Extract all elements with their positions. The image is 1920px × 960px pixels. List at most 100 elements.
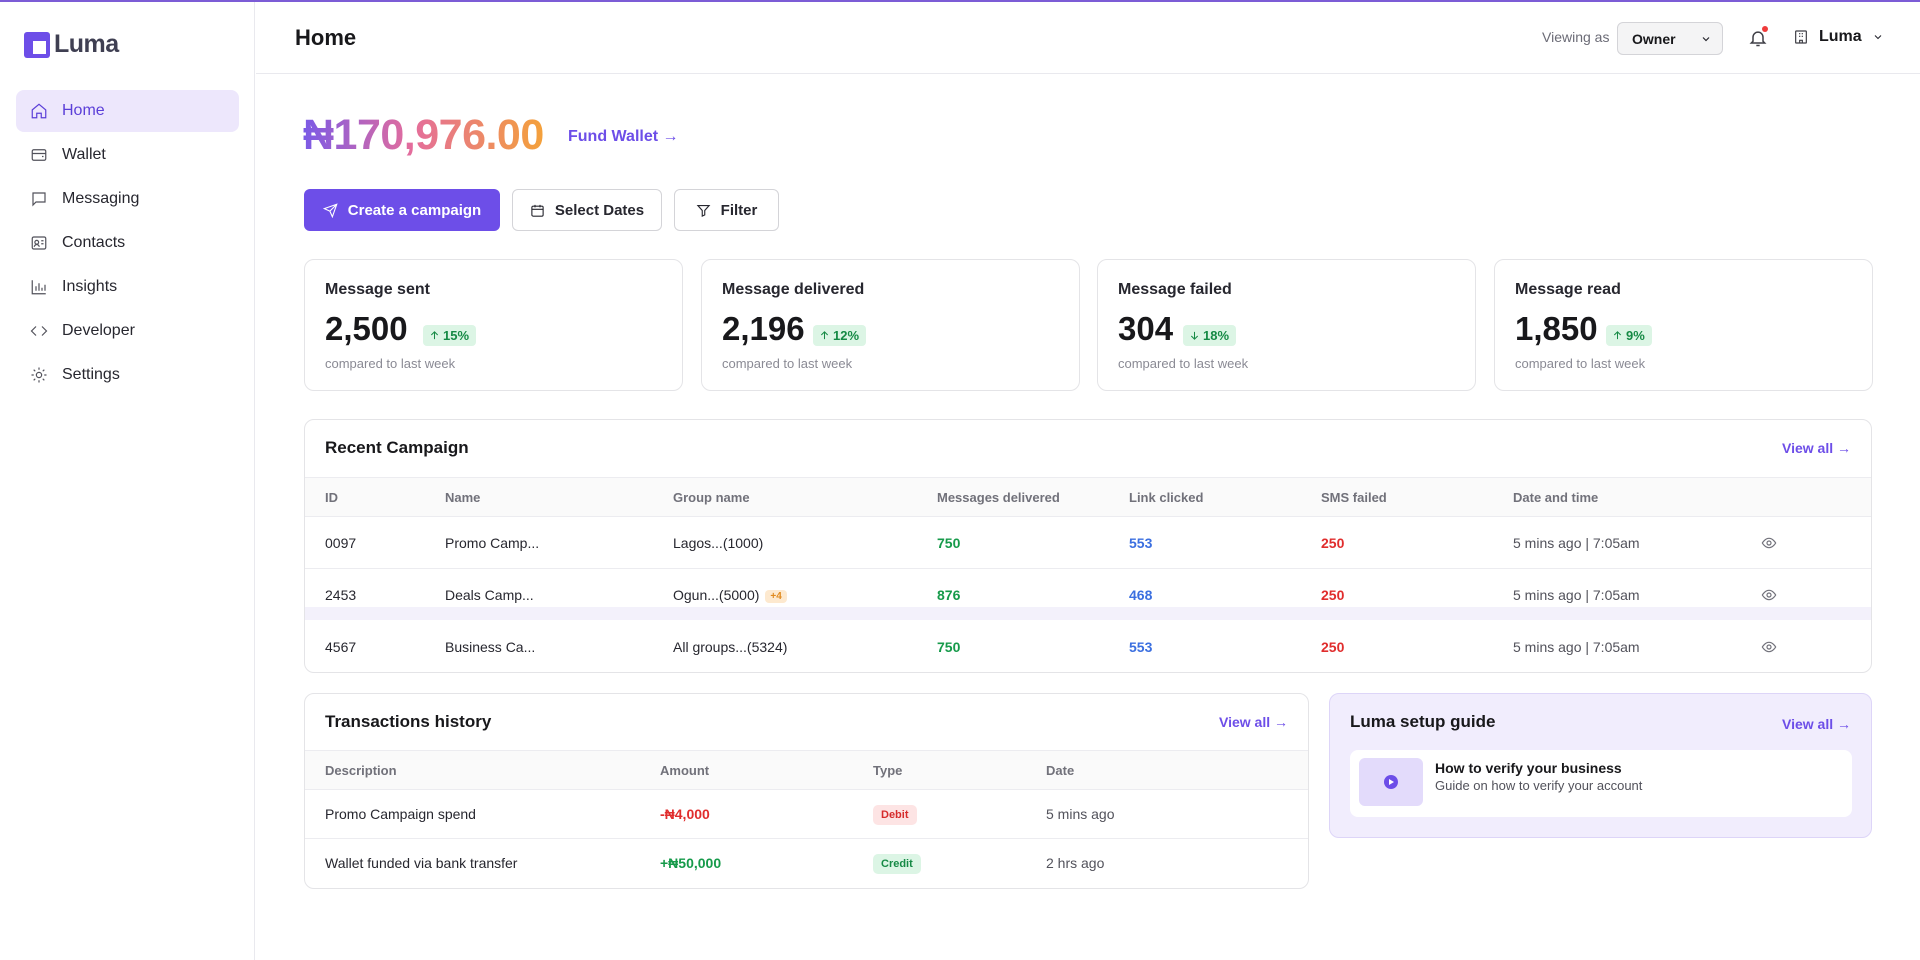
stat-value: 2,196 <box>722 310 805 347</box>
sidebar-item-messaging[interactable]: Messaging <box>16 178 239 220</box>
cell-name: Promo Camp... <box>445 535 540 551</box>
cell-delivered: 876 <box>937 587 961 603</box>
org-switcher[interactable]: Luma <box>1793 28 1884 46</box>
cell-delivered: 750 <box>937 639 961 655</box>
cell-delivered: 750 <box>937 535 961 551</box>
sidebar-item-label: Contacts <box>62 234 126 251</box>
stat-subtitle: compared to last week <box>722 356 853 371</box>
wallet-icon <box>31 149 47 161</box>
view-all-guides-link[interactable]: View all → <box>1782 716 1851 732</box>
guide-item[interactable]: How to verify your business Guide on how… <box>1350 750 1852 817</box>
logo[interactable]: Luma <box>24 30 119 59</box>
eye-icon[interactable] <box>1761 587 1777 603</box>
column-header: Date and time <box>1513 490 1599 505</box>
sidebar-item-wallet[interactable]: Wallet <box>16 134 239 176</box>
bell-icon[interactable] <box>1748 28 1768 48</box>
cell-id: 0097 <box>325 535 357 551</box>
cell-date: 5 mins ago | 7:05am <box>1513 639 1640 655</box>
stat-value: 1,850 <box>1515 310 1598 347</box>
contacts-icon <box>31 236 47 250</box>
table-row[interactable]: Wallet funded via bank transfer +₦50,000… <box>305 839 1308 888</box>
stat-value: 304 <box>1118 310 1174 347</box>
sidebar-nav: Home Wallet Messaging Contacts Insights … <box>16 90 239 398</box>
stat-card-delivered: Message delivered 2,196 12% compared to … <box>701 259 1080 391</box>
org-name: Luma <box>1819 28 1862 45</box>
view-all-campaigns-link[interactable]: View all → <box>1782 440 1851 456</box>
cell-date: 5 mins ago | 7:05am <box>1513 535 1640 551</box>
sidebar-item-label: Settings <box>62 366 120 383</box>
sidebar-item-label: Messaging <box>62 190 140 207</box>
select-dates-button[interactable]: Select Dates <box>512 189 662 231</box>
arrow-up-icon <box>430 331 439 340</box>
column-header: Name <box>445 490 481 505</box>
top-accent-line <box>0 0 1920 2</box>
view-all-transactions-link[interactable]: View all → <box>1219 714 1288 730</box>
stat-card-read: Message read 1,850 9% compared to last w… <box>1494 259 1873 391</box>
stat-title: Message delivered <box>722 281 865 298</box>
stat-subtitle: compared to last week <box>325 356 456 371</box>
sidebar-item-developer[interactable]: Developer <box>16 310 239 352</box>
filter-label: Filter <box>720 201 758 219</box>
sidebar-item-settings[interactable]: Settings <box>16 354 239 396</box>
guide-item-title: How to verify your business <box>1435 760 1622 776</box>
table-row[interactable]: 2453 Deals Camp... Ogun...(5000) +4 876 4… <box>305 569 1871 621</box>
stat-card-failed: Message failed 304 18% compared to last … <box>1097 259 1476 391</box>
sidebar-item-home[interactable]: Home <box>16 90 239 132</box>
column-header: Link clicked <box>1129 490 1204 505</box>
sidebar-item-contacts[interactable]: Contacts <box>16 222 239 264</box>
cell-description: Promo Campaign spend <box>325 806 476 822</box>
row-separator <box>305 607 1871 620</box>
cell-amount: +₦50,000 <box>660 855 722 871</box>
cell-date: 5 mins ago | 7:05am <box>1513 587 1640 603</box>
role-select[interactable]: Owner <box>1617 22 1723 55</box>
page-title: Home <box>295 25 357 50</box>
stat-change-value: 15% <box>443 328 470 343</box>
send-icon <box>322 202 338 218</box>
arrow-down-icon <box>1190 331 1199 340</box>
table-row[interactable]: 0097 Promo Camp... Lagos...(1000) 750 55… <box>305 517 1871 569</box>
stat-title: Message sent <box>325 281 430 298</box>
arrow-up-icon <box>1613 331 1622 340</box>
table-row[interactable]: 4567 Business Ca... All groups...(5324) … <box>305 621 1871 672</box>
stat-change-value: 12% <box>833 328 860 343</box>
select-dates-label: Select Dates <box>554 201 645 219</box>
top-header: Home Viewing as Owner Luma <box>256 2 1920 74</box>
cell-group: All groups...(5324) <box>673 639 788 655</box>
fund-wallet-link[interactable]: Fund Wallet → <box>568 128 679 145</box>
filter-button[interactable]: Filter <box>674 189 779 231</box>
stat-card-sent: Message sent 2,500 15% compared to last … <box>304 259 683 391</box>
create-campaign-button[interactable]: Create a campaign <box>304 189 500 231</box>
extra-groups-badge[interactable]: +4 <box>765 589 787 603</box>
cell-clicked: 468 <box>1129 587 1153 603</box>
chevron-down-icon <box>1702 37 1710 42</box>
type-badge: Debit <box>873 805 917 825</box>
sidebar-item-label: Developer <box>62 322 135 339</box>
sidebar-item-insights[interactable]: Insights <box>16 266 239 308</box>
code-icon <box>30 326 48 336</box>
cell-group: Lagos...(1000) <box>673 535 764 551</box>
cell-date: 2 hrs ago <box>1046 855 1105 871</box>
viewing-as-label: Viewing as <box>1542 29 1610 45</box>
cell-clicked: 553 <box>1129 639 1153 655</box>
cell-group-text: Ogun...(5000) <box>673 587 760 603</box>
cell-id: 4567 <box>325 639 357 655</box>
sidebar: Luma Home Wallet Messaging Contacts Insi… <box>0 2 255 960</box>
stat-change-badge: 9% <box>1606 325 1652 346</box>
panel-title: Recent Campaign <box>325 438 469 457</box>
cell-failed: 250 <box>1321 535 1345 551</box>
filter-icon <box>696 204 711 217</box>
sidebar-item-label: Wallet <box>62 146 106 163</box>
eye-icon[interactable] <box>1761 639 1777 655</box>
stat-subtitle: compared to last week <box>1118 356 1249 371</box>
building-icon <box>1795 30 1807 44</box>
column-header: Description <box>325 763 397 778</box>
table-row[interactable]: Promo Campaign spend -₦4,000 Debit 5 min… <box>305 790 1308 839</box>
stat-change-badge: 18% <box>1183 325 1237 346</box>
column-header: Amount <box>660 763 710 778</box>
column-header: ID <box>325 490 338 505</box>
panel-title: Luma setup guide <box>1350 712 1496 731</box>
column-header: SMS failed <box>1321 490 1387 505</box>
setup-guide-panel: Luma setup guide View all → How to verif… <box>1329 693 1872 838</box>
eye-icon[interactable] <box>1761 535 1777 551</box>
recent-campaign-panel: Recent Campaign View all → ID Name Group… <box>304 419 1872 673</box>
